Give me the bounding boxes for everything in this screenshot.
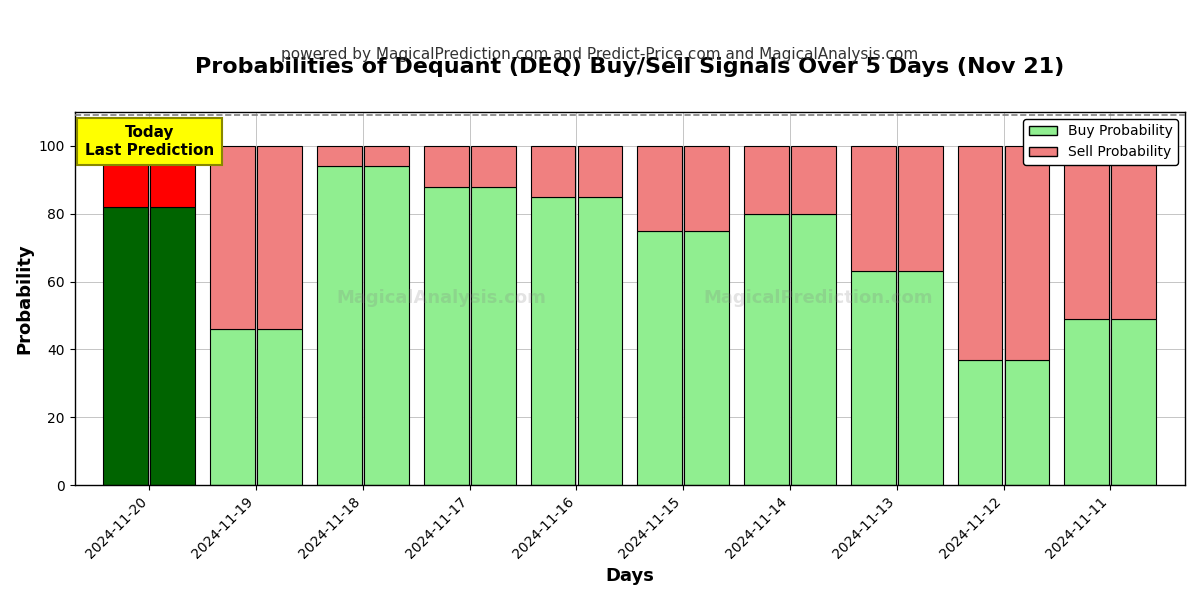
Bar xyxy=(958,359,1002,485)
Bar xyxy=(1111,319,1156,485)
Text: MagicalPrediction.com: MagicalPrediction.com xyxy=(704,289,934,307)
Bar xyxy=(150,146,196,207)
Text: powered by MagicalPrediction.com and Predict-Price.com and MagicalAnalysis.com: powered by MagicalPrediction.com and Pre… xyxy=(281,46,919,61)
Bar xyxy=(103,146,149,207)
Bar xyxy=(364,146,409,166)
Title: Probabilities of Dequant (DEQ) Buy/Sell Signals Over 5 Days (Nov 21): Probabilities of Dequant (DEQ) Buy/Sell … xyxy=(196,57,1064,77)
Bar xyxy=(958,146,1002,359)
Bar xyxy=(150,207,196,485)
Bar xyxy=(210,329,256,485)
Bar xyxy=(851,271,895,485)
Bar xyxy=(577,146,623,197)
Bar xyxy=(1004,359,1050,485)
Bar xyxy=(637,230,682,485)
Bar xyxy=(898,146,943,271)
Bar xyxy=(1064,146,1109,319)
Bar xyxy=(530,146,575,197)
X-axis label: Days: Days xyxy=(605,567,654,585)
Y-axis label: Probability: Probability xyxy=(16,243,34,354)
Text: Today
Last Prediction: Today Last Prediction xyxy=(85,125,214,158)
Bar xyxy=(791,214,836,485)
Bar xyxy=(103,207,149,485)
Bar xyxy=(424,187,469,485)
Bar xyxy=(637,146,682,230)
Bar xyxy=(210,146,256,329)
Bar xyxy=(744,214,788,485)
Bar xyxy=(317,166,362,485)
Bar xyxy=(470,146,516,187)
Bar xyxy=(530,197,575,485)
Bar xyxy=(791,146,836,214)
Bar xyxy=(684,146,730,230)
Bar xyxy=(1064,319,1109,485)
Bar xyxy=(851,146,895,271)
Bar xyxy=(577,197,623,485)
Bar xyxy=(470,187,516,485)
Text: MagicalAnalysis.com: MagicalAnalysis.com xyxy=(336,289,546,307)
Bar xyxy=(257,146,302,329)
Bar xyxy=(364,166,409,485)
Bar xyxy=(898,271,943,485)
Bar xyxy=(684,230,730,485)
Legend: Buy Probability, Sell Probability: Buy Probability, Sell Probability xyxy=(1024,119,1178,165)
Bar xyxy=(317,146,362,166)
Bar xyxy=(424,146,469,187)
Bar xyxy=(1111,146,1156,319)
Bar xyxy=(1004,146,1050,359)
Bar xyxy=(744,146,788,214)
Bar xyxy=(257,329,302,485)
